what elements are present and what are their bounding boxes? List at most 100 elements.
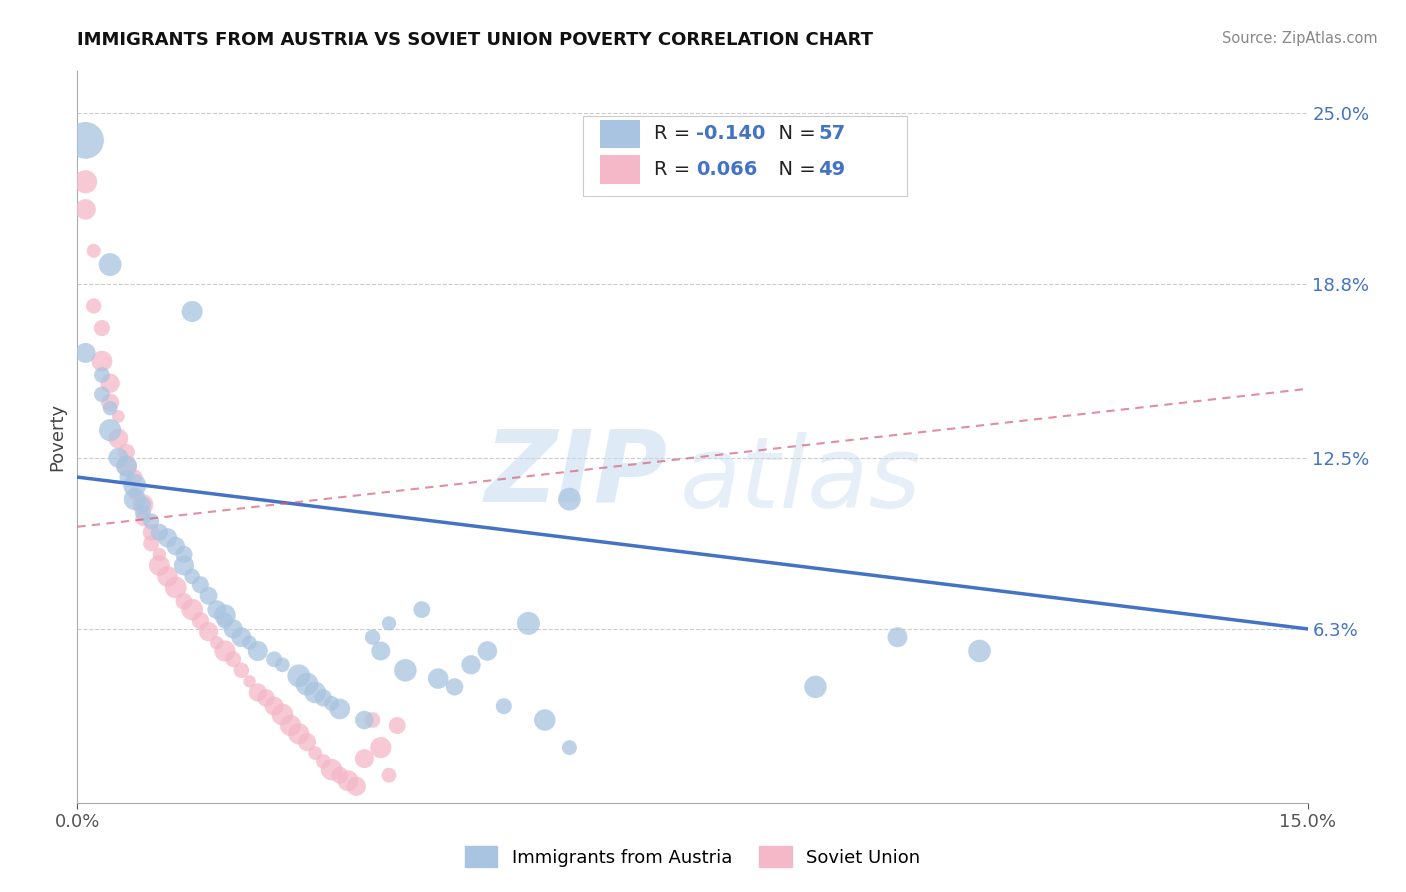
Point	[90, 387, 114, 401]
Point	[271, 707, 294, 722]
Point	[969, 644, 991, 658]
Point	[558, 740, 581, 755]
Point	[246, 644, 269, 658]
Point	[312, 755, 335, 769]
Point	[98, 258, 121, 272]
Point	[214, 608, 236, 623]
Point	[156, 569, 179, 583]
Point	[477, 644, 499, 658]
Point	[288, 727, 311, 741]
Text: IMMIGRANTS FROM AUSTRIA VS SOVIET UNION POVERTY CORRELATION CHART: IMMIGRANTS FROM AUSTRIA VS SOVIET UNION …	[77, 31, 873, 49]
Point	[411, 602, 433, 616]
Point	[141, 525, 163, 540]
Point	[344, 779, 367, 793]
Point	[804, 680, 827, 694]
Point	[558, 492, 581, 507]
Point	[361, 630, 384, 644]
Point	[263, 652, 285, 666]
Point	[205, 602, 228, 616]
Point	[148, 548, 170, 562]
Point	[329, 702, 352, 716]
Legend: Immigrants from Austria, Soviet Union: Immigrants from Austria, Soviet Union	[457, 839, 928, 874]
Point	[378, 616, 401, 631]
Point	[239, 636, 262, 650]
Point	[75, 133, 97, 147]
Point	[517, 616, 540, 631]
Point	[75, 175, 97, 189]
Point	[246, 685, 269, 699]
Point	[141, 536, 163, 550]
Point	[312, 690, 335, 705]
Point	[197, 589, 219, 603]
Point	[329, 768, 352, 782]
Text: 57: 57	[818, 124, 845, 144]
Point	[304, 746, 326, 760]
Text: R =: R =	[654, 124, 696, 144]
Point	[148, 525, 170, 540]
Y-axis label: Poverty: Poverty	[48, 403, 66, 471]
Point	[132, 498, 155, 512]
Point	[98, 423, 121, 437]
Point	[197, 624, 219, 639]
Point	[231, 630, 253, 644]
Point	[370, 740, 392, 755]
Point	[353, 713, 375, 727]
Point	[337, 773, 360, 788]
Point	[148, 558, 170, 573]
Point	[181, 569, 204, 583]
Point	[222, 622, 245, 636]
Point	[141, 514, 163, 528]
Point	[304, 685, 326, 699]
Point	[534, 713, 557, 727]
Point	[107, 409, 129, 424]
Point	[263, 699, 285, 714]
Point	[75, 202, 97, 217]
Text: R =: R =	[654, 160, 696, 179]
Text: N =: N =	[766, 160, 823, 179]
Point	[115, 458, 138, 473]
Point	[90, 321, 114, 335]
Point	[173, 558, 195, 573]
Point	[295, 677, 318, 691]
Point	[173, 594, 195, 608]
Point	[83, 244, 105, 258]
Point	[124, 470, 146, 484]
Point	[214, 644, 236, 658]
Point	[427, 672, 450, 686]
Point	[886, 630, 908, 644]
Point	[173, 548, 195, 562]
Text: -0.140: -0.140	[696, 124, 765, 144]
Point	[295, 735, 318, 749]
Point	[132, 511, 155, 525]
Point	[132, 498, 155, 512]
Point	[361, 713, 384, 727]
Point	[181, 304, 204, 318]
Text: N =: N =	[766, 124, 823, 144]
Point	[115, 470, 138, 484]
Point	[385, 718, 409, 732]
Point	[188, 614, 212, 628]
Point	[460, 657, 482, 672]
Point	[90, 368, 114, 382]
Point	[156, 531, 179, 545]
Point	[370, 644, 392, 658]
Point	[214, 614, 236, 628]
Text: 0.066: 0.066	[696, 160, 758, 179]
Point	[222, 652, 245, 666]
Point	[231, 663, 253, 677]
Point	[394, 663, 416, 677]
Point	[353, 751, 375, 765]
Text: atlas: atlas	[681, 433, 922, 530]
Text: 49: 49	[818, 160, 845, 179]
Point	[132, 506, 155, 520]
Text: Source: ZipAtlas.com: Source: ZipAtlas.com	[1222, 31, 1378, 46]
Point	[321, 763, 343, 777]
Point	[98, 376, 121, 391]
Point	[205, 636, 228, 650]
Point	[254, 690, 277, 705]
Point	[124, 492, 146, 507]
Point	[107, 450, 129, 465]
Point	[280, 718, 302, 732]
Point	[378, 768, 401, 782]
Point	[90, 354, 114, 368]
